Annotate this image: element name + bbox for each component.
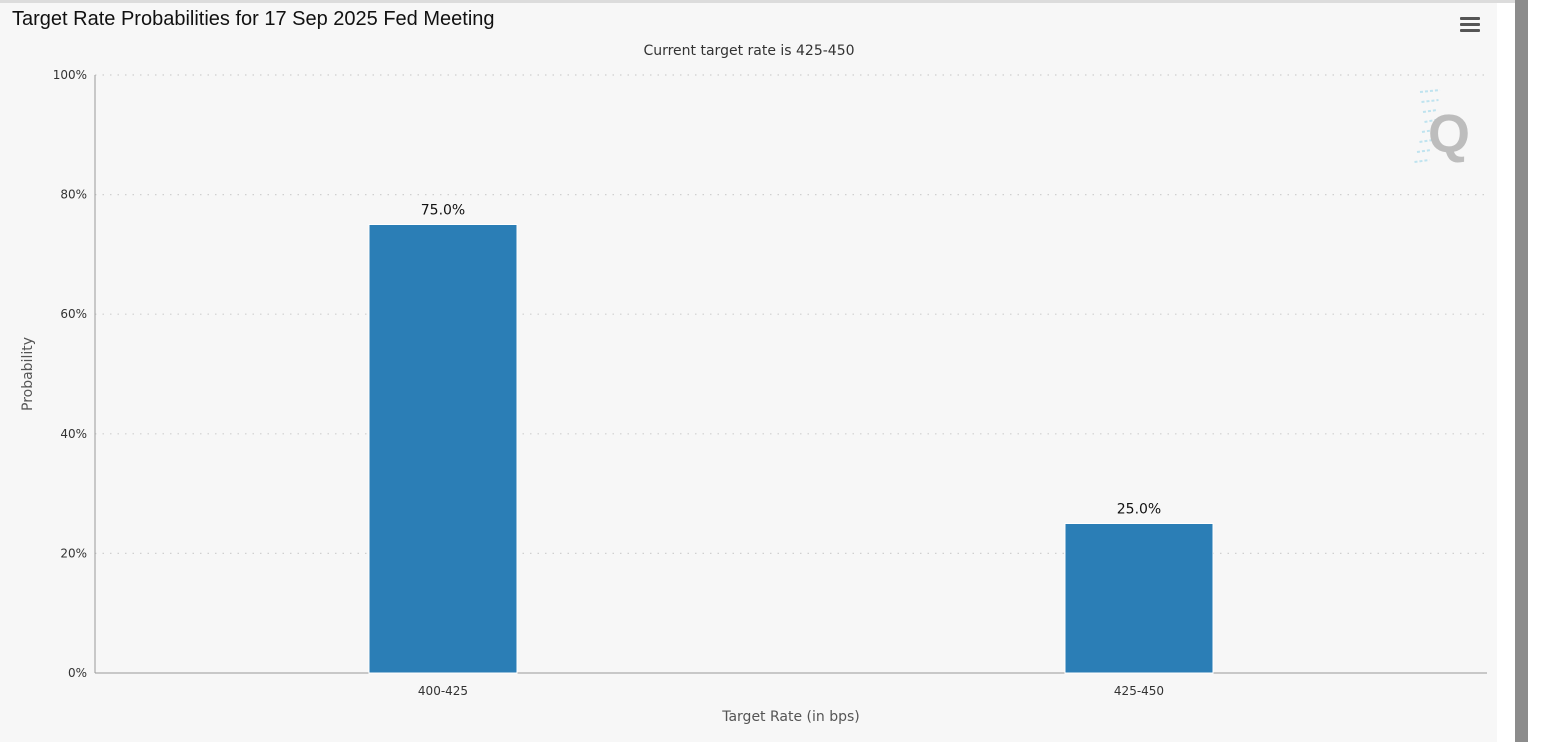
bar <box>1064 523 1214 674</box>
hamburger-menu-icon[interactable] <box>1456 12 1484 36</box>
x-tick-label: 425-450 <box>1114 684 1164 698</box>
bar <box>368 224 518 674</box>
top-border <box>0 0 1515 3</box>
y-tick-label: 40% <box>60 427 87 441</box>
x-tick-label: 400-425 <box>418 684 468 698</box>
data-label: 75.0% <box>421 203 465 219</box>
y-tick-label: 0% <box>68 666 87 680</box>
chart-panel <box>0 3 1497 742</box>
window-scrollbar[interactable] <box>1515 0 1528 742</box>
data-label: 25.0% <box>1117 502 1161 518</box>
x-axis-title: Target Rate (in bps) <box>721 709 860 725</box>
y-axis-title: Probability <box>20 337 36 411</box>
y-tick-label: 60% <box>60 307 87 321</box>
y-tick-label: 20% <box>60 546 87 560</box>
chart-title: Target Rate Probabilities for 17 Sep 202… <box>12 8 495 30</box>
chart-subtitle: Current target rate is 425-450 <box>643 43 854 59</box>
right-margin <box>1528 0 1563 742</box>
y-tick-label: 100% <box>53 68 87 82</box>
bar-chart: Current target rate is 425-450 0% 20% 40% 60… <box>20 43 1487 725</box>
y-tick-label: 80% <box>60 188 87 202</box>
watermark-letter: Q <box>1428 104 1470 164</box>
q-logo-icon: Q <box>1414 89 1470 164</box>
